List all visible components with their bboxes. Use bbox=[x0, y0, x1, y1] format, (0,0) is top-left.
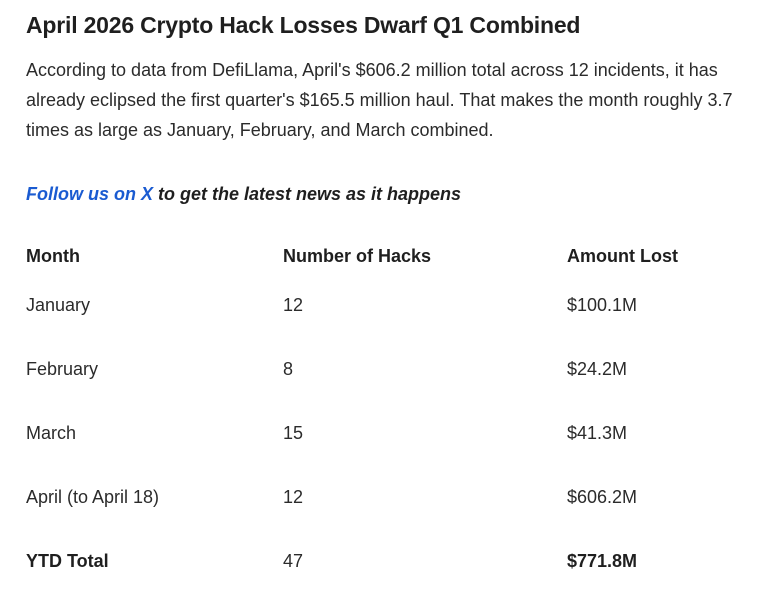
header-month: Month bbox=[26, 245, 80, 266]
total-label-cell: YTD Total bbox=[26, 550, 109, 571]
hack-losses-table: Month Number of Hacks Amount Lost Januar… bbox=[26, 241, 776, 591]
header-amount-lost: Amount Lost bbox=[567, 245, 678, 266]
table-row: February 8 $24.2M bbox=[26, 335, 776, 399]
hacks-cell: 12 bbox=[283, 294, 304, 315]
article-paragraph: According to data from DefiLlama, April'… bbox=[26, 60, 733, 140]
amount-cell: $24.2M bbox=[567, 358, 628, 379]
total-hacks-cell: 47 bbox=[283, 550, 304, 571]
month-cell: January bbox=[26, 294, 91, 315]
total-amount-cell: $771.8M bbox=[567, 550, 638, 571]
month-cell: February bbox=[26, 358, 99, 379]
article-section: April 2026 Crypto Hack Losses Dwarf Q1 C… bbox=[26, 0, 776, 591]
follow-callout-text: to get the latest news as it happens bbox=[153, 184, 462, 204]
month-cell: March bbox=[26, 422, 77, 443]
hacks-cell: 8 bbox=[283, 358, 294, 379]
table-total-row: YTD Total 47 $771.8M bbox=[26, 527, 776, 591]
follow-on-x-link[interactable]: Follow us on X bbox=[26, 184, 153, 204]
header-number-of-hacks: Number of Hacks bbox=[283, 245, 432, 266]
amount-cell: $41.3M bbox=[567, 422, 628, 443]
amount-cell: $606.2M bbox=[567, 486, 638, 507]
table-row: January 12 $100.1M bbox=[26, 271, 776, 335]
table-header-row: Month Number of Hacks Amount Lost bbox=[26, 241, 776, 271]
hacks-cell: 12 bbox=[283, 486, 304, 507]
table-row: April (to April 18) 12 $606.2M bbox=[26, 463, 776, 527]
hacks-cell: 15 bbox=[283, 422, 304, 443]
amount-cell: $100.1M bbox=[567, 294, 638, 315]
table-row: March 15 $41.3M bbox=[26, 399, 776, 463]
month-cell: April (to April 18) bbox=[26, 486, 160, 507]
article-headline: April 2026 Crypto Hack Losses Dwarf Q1 C… bbox=[26, 12, 581, 38]
follow-callout: Follow us on X to get the latest news as… bbox=[26, 179, 776, 209]
